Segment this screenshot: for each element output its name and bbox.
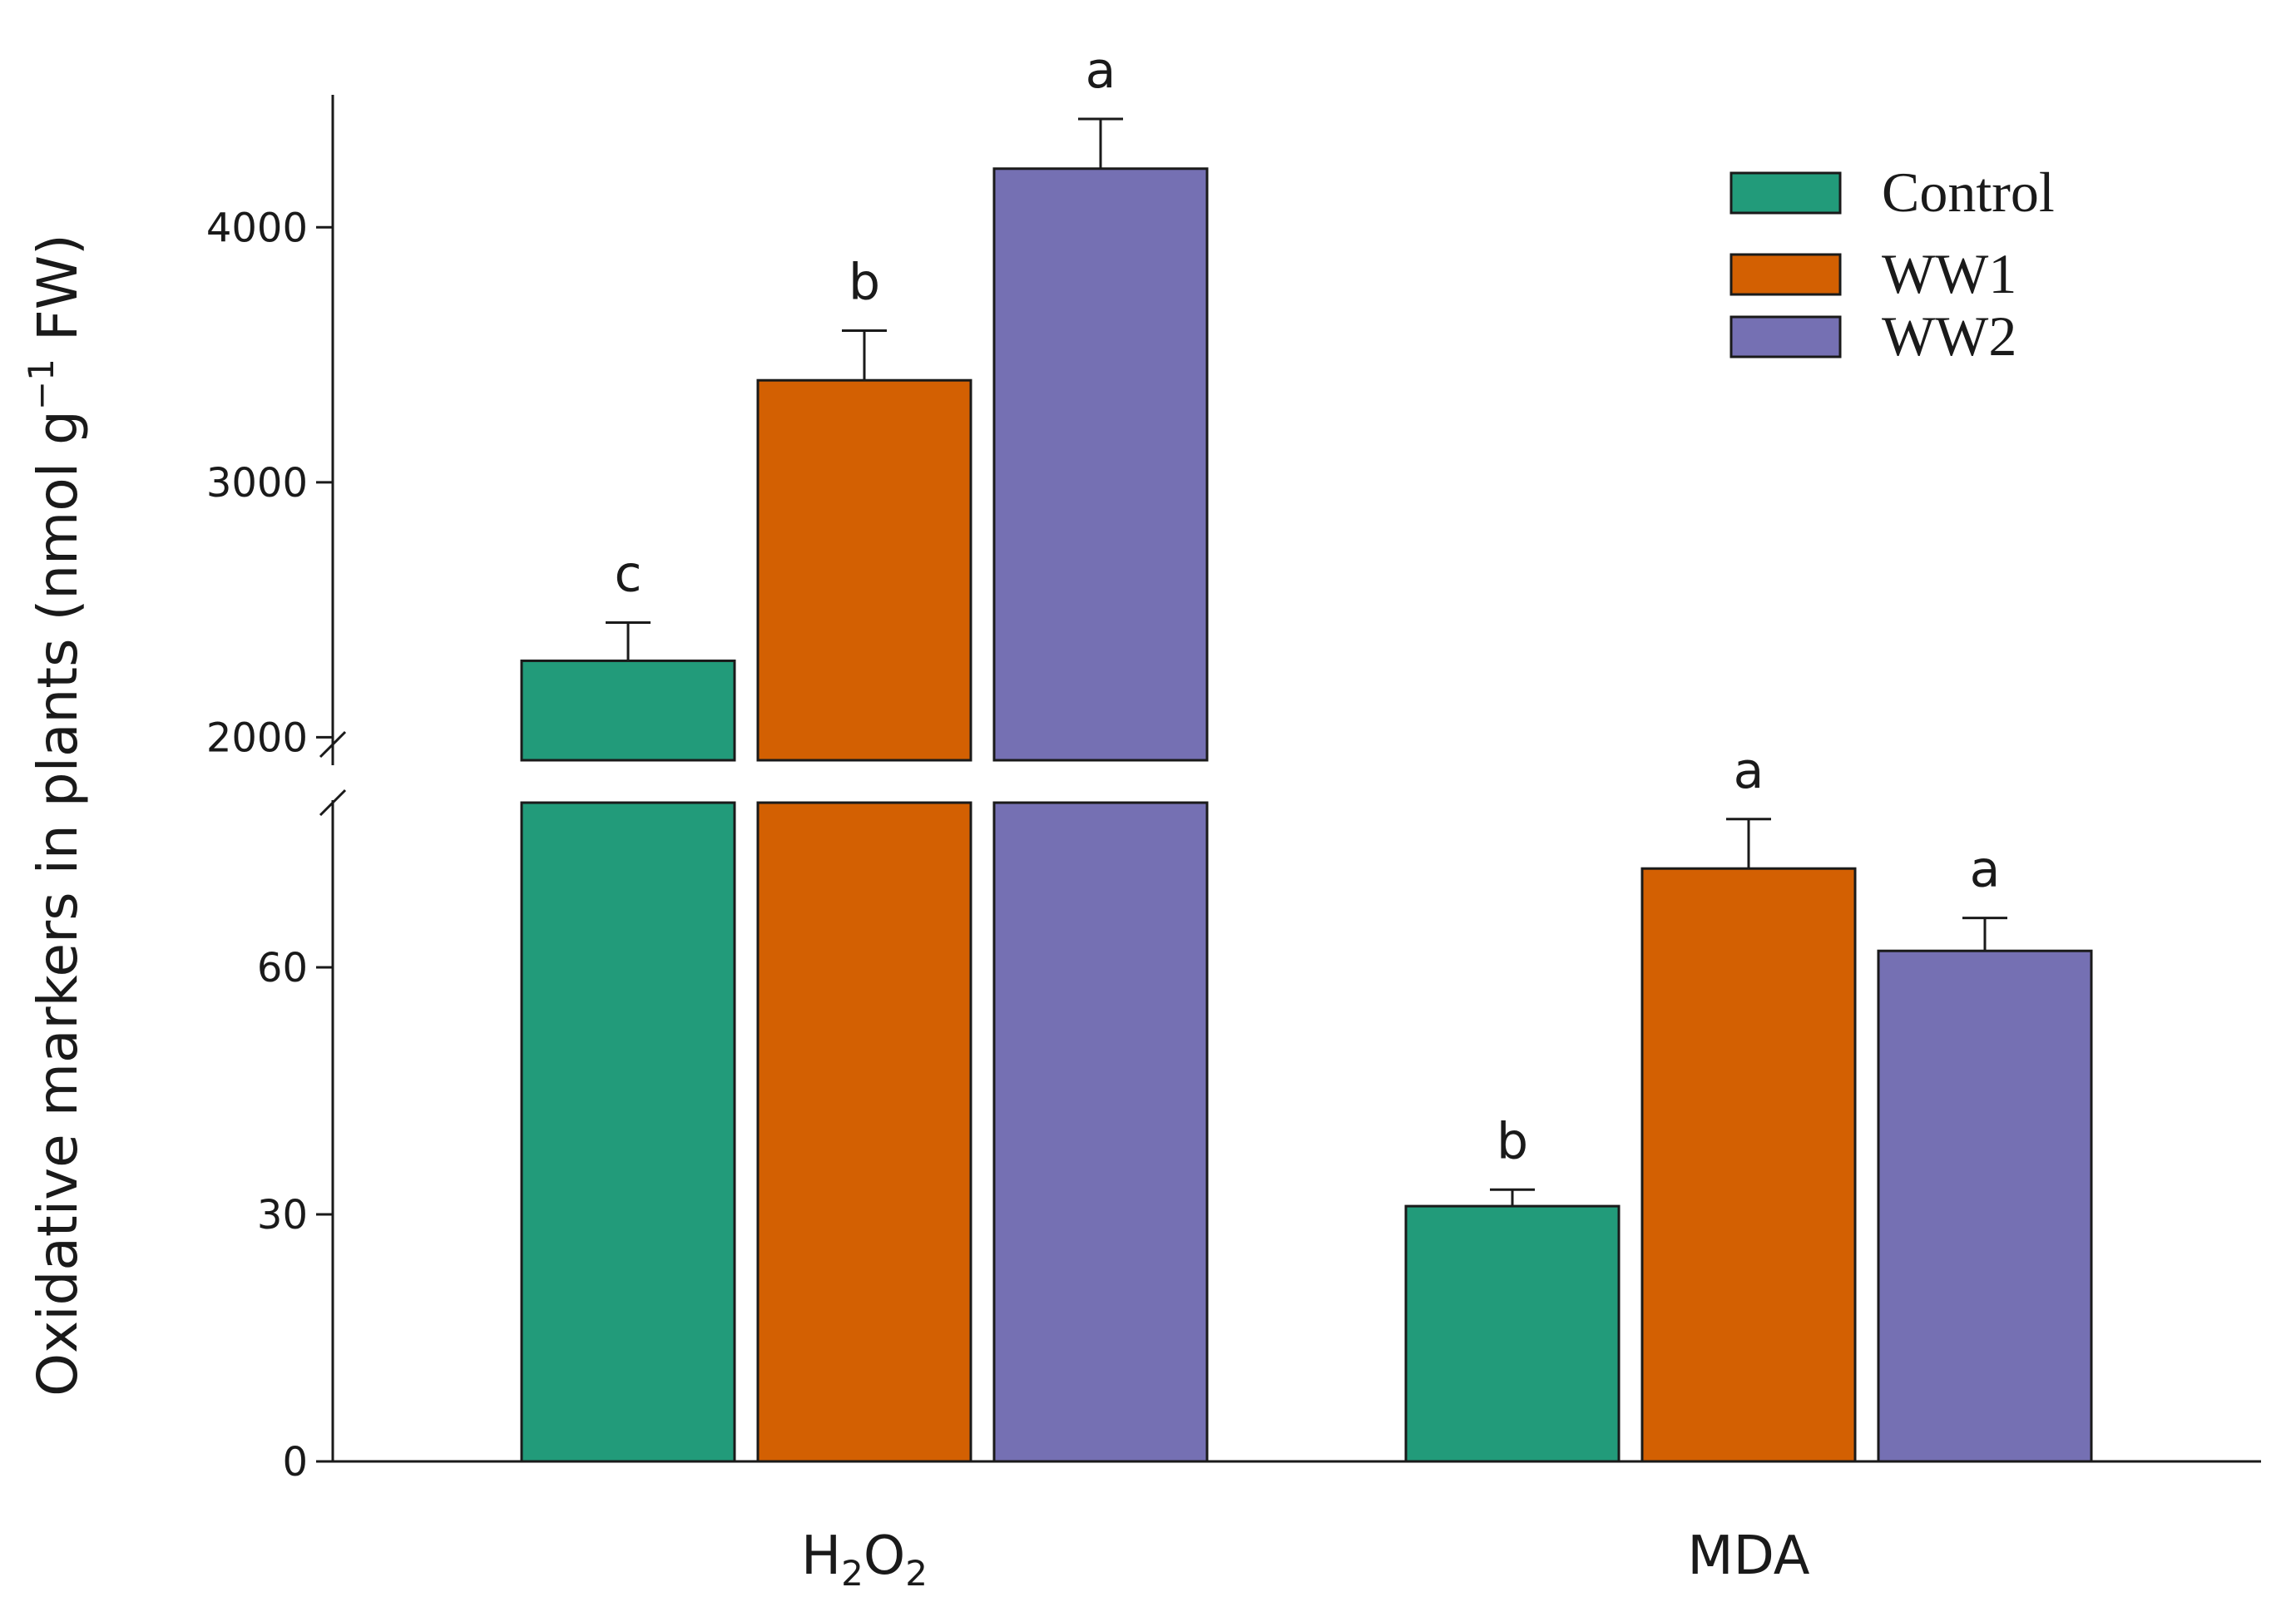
y-axis-label: Oxidative markers in plants (nmol g−1 FW… xyxy=(21,234,90,1397)
y-tick-label-60: 60 xyxy=(257,945,308,991)
legend-label-WW1: WW1 xyxy=(1882,242,2016,305)
bar-WW2-H2O2-upper xyxy=(992,167,1209,762)
bar-WW1-H2O2-lower xyxy=(756,801,972,1463)
bar-WW1-MDA xyxy=(1640,867,1857,1463)
significance-letters: c b b a a a xyxy=(615,42,2001,1170)
y-tick-label-4000: 4000 xyxy=(206,205,308,251)
significance-letter-Control-H2O2: c xyxy=(615,545,642,603)
bar-Control-H2O2-upper xyxy=(520,659,736,762)
y-axis-label-main: Oxidative markers in plants xyxy=(26,639,90,1397)
x-label-part: O xyxy=(863,1525,905,1587)
x-label-part: H xyxy=(801,1525,841,1587)
y-ticks: 0 30 60 2000 3000 4000 xyxy=(206,205,333,1486)
axis-break-mark-top xyxy=(319,730,347,759)
error-bars xyxy=(606,117,2007,1207)
x-label-subscript: 2 xyxy=(841,1553,863,1594)
svg-text:Oxidative markers in plants (n: Oxidative markers in plants (nmol g−1 FW… xyxy=(21,234,90,1397)
significance-letter-Control-MDA: b xyxy=(1497,1112,1528,1170)
legend-swatch-WW2 xyxy=(1729,315,1842,358)
y-axis-label-unit-prefix: (nmol g xyxy=(26,410,90,621)
bar-WW2-H2O2-lower xyxy=(992,801,1209,1463)
bar-WW1-H2O2-upper xyxy=(756,378,972,762)
x-label-MDA: MDA xyxy=(1687,1525,1809,1587)
axis-break-mark-bottom xyxy=(319,789,347,817)
bar-WW2-MDA xyxy=(1877,949,2093,1463)
legend-swatch-WW1 xyxy=(1729,253,1842,296)
y-tick-label-0: 0 xyxy=(282,1439,308,1486)
legend-label-Control: Control xyxy=(1882,161,2055,224)
x-label-H2O2: H2O2 xyxy=(801,1525,928,1594)
x-label-subscript: 2 xyxy=(905,1553,928,1594)
y-tick-label-3000: 3000 xyxy=(206,460,308,507)
legend-swatch-Control xyxy=(1729,171,1842,215)
y-axis-label-unit-suffix: FW) xyxy=(26,234,90,358)
significance-letter-WW2-H2O2: a xyxy=(1086,42,1116,100)
bars xyxy=(520,167,2093,1463)
legend-label-WW2: WW2 xyxy=(1882,304,2016,368)
y-tick-label-30: 30 xyxy=(257,1192,308,1239)
bar-Control-MDA xyxy=(1404,1204,1621,1463)
y-tick-label-2000: 2000 xyxy=(206,714,308,761)
significance-letter-WW2-MDA: a xyxy=(1970,841,2001,899)
y-axis-label-unit-exp: −1 xyxy=(21,358,62,410)
x-category-labels: H2O2 MDA xyxy=(801,1525,1810,1594)
significance-letter-WW1-H2O2: b xyxy=(849,253,880,311)
bar-Control-H2O2-lower xyxy=(520,801,736,1463)
significance-letter-WW1-MDA: a xyxy=(1734,742,1764,800)
